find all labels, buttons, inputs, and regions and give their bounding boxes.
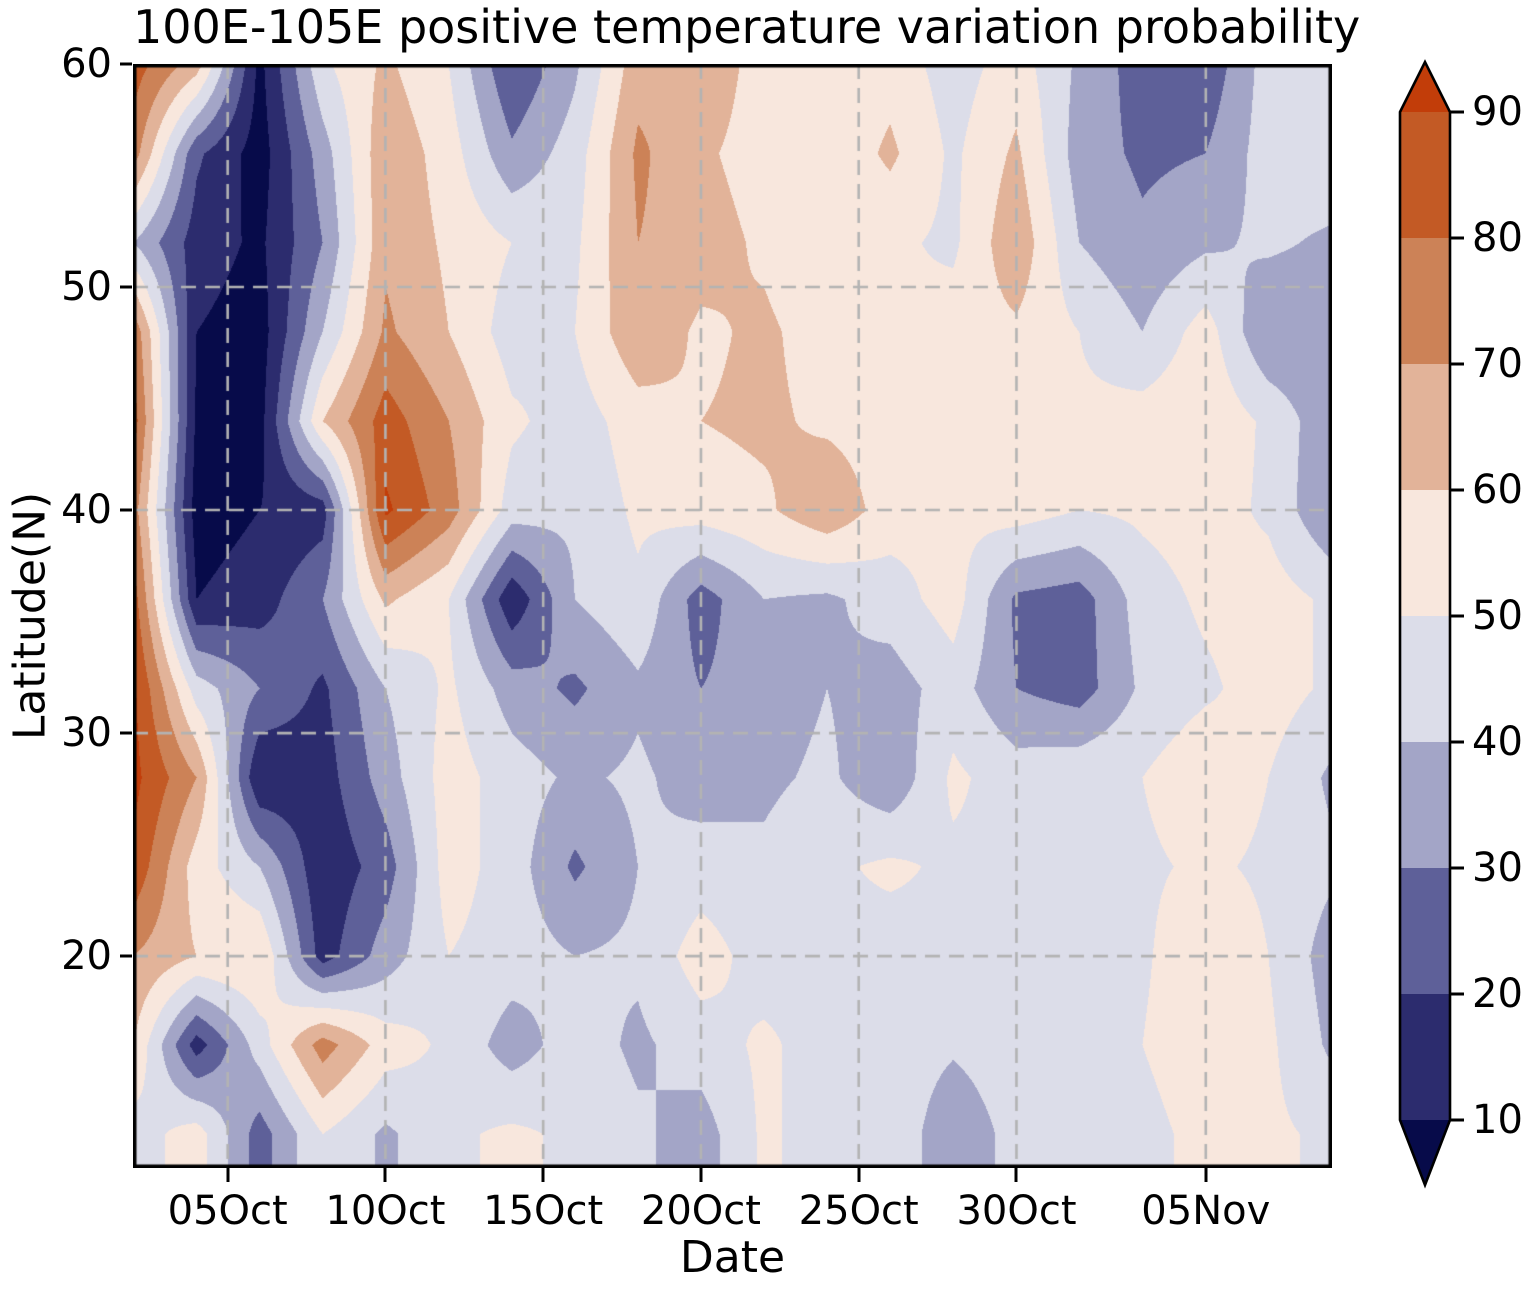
x-tick-mark xyxy=(857,1168,861,1182)
x-tick-mark xyxy=(1014,1168,1018,1182)
colorbar-band-70-80 xyxy=(1400,238,1450,364)
y-tick-mark xyxy=(120,954,132,958)
x-axis-label: Date xyxy=(679,1232,786,1283)
colorbar-band-50-60 xyxy=(1400,490,1450,616)
colorbar-tick-label-90: 90 xyxy=(1472,89,1523,135)
x-tick-label-05Nov: 05Nov xyxy=(1141,1188,1271,1234)
colorbar-band-30-40 xyxy=(1400,742,1450,868)
colorbar-band-10-20 xyxy=(1400,994,1450,1120)
y-tick-label-50: 50 xyxy=(61,264,112,311)
x-tick-mark xyxy=(541,1168,545,1182)
colorbar-tick-label-50: 50 xyxy=(1472,593,1523,639)
y-tick-mark xyxy=(120,285,132,289)
x-tick-mark xyxy=(1204,1168,1208,1182)
colorbar-band-20-30 xyxy=(1400,868,1450,994)
colorbar xyxy=(1398,59,1464,1189)
x-tick-label-10Oct: 10Oct xyxy=(325,1188,446,1234)
plot-area xyxy=(133,64,1332,1168)
y-tick-label-40: 40 xyxy=(61,487,112,534)
y-tick-label-60: 60 xyxy=(61,41,112,87)
x-tick-mark xyxy=(699,1168,703,1182)
y-tick-mark xyxy=(120,731,132,735)
x-tick-mark xyxy=(226,1168,230,1182)
colorbar-tick-label-70: 70 xyxy=(1472,341,1523,387)
y-tick-mark xyxy=(120,508,132,512)
x-tick-label-30Oct: 30Oct xyxy=(956,1188,1077,1234)
y-tick-mark xyxy=(120,62,132,66)
colorbar-tick-label-30: 30 xyxy=(1472,845,1523,891)
colorbar-tick-label-10: 10 xyxy=(1472,1097,1523,1143)
x-tick-mark xyxy=(383,1168,387,1182)
x-tick-label-25Oct: 25Oct xyxy=(798,1188,919,1234)
colorbar-tick-label-20: 20 xyxy=(1472,971,1523,1017)
colorbar-tick-label-40: 40 xyxy=(1472,719,1523,765)
y-tick-label-20: 20 xyxy=(61,933,112,980)
colorbar-tick-label-60: 60 xyxy=(1472,467,1523,513)
colorbar-band-80-90 xyxy=(1400,112,1450,238)
colorbar-band-60-70 xyxy=(1400,364,1450,490)
contour-canvas xyxy=(133,64,1332,1168)
colorbar-band-40-50 xyxy=(1400,616,1450,742)
y-tick-label-30: 30 xyxy=(61,710,112,757)
colorbar-tick-label-80: 80 xyxy=(1472,215,1523,261)
x-tick-label-05Oct: 05Oct xyxy=(167,1188,288,1234)
colorbar-over-triangle xyxy=(1400,62,1450,112)
chart-title: 100E-105E positive temperature variation… xyxy=(133,0,1361,54)
colorbar-under-triangle xyxy=(1400,1120,1450,1185)
x-tick-label-20Oct: 20Oct xyxy=(640,1188,761,1234)
x-tick-label-15Oct: 15Oct xyxy=(483,1188,604,1234)
